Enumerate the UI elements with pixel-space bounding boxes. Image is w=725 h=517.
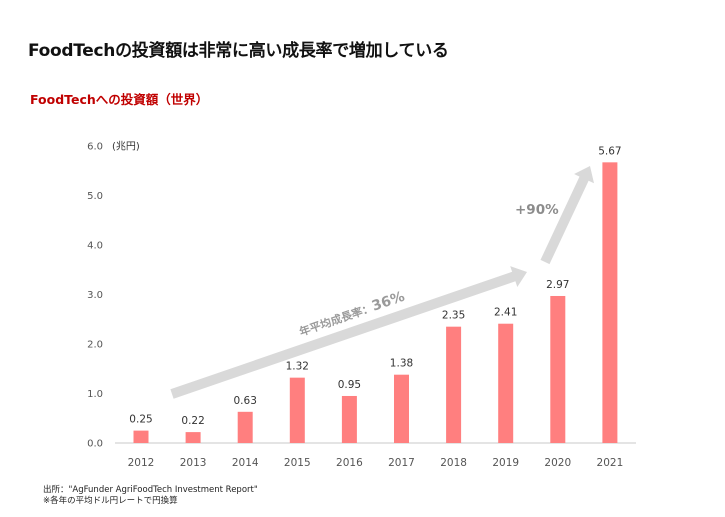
trend-arrows [170,166,594,399]
data-label-2017: 1.38 [390,358,413,370]
y-tick-label: 1.0 [87,389,103,400]
y-tick-label: 6.0 [87,142,103,153]
x-tick-2012: 2012 [128,457,155,469]
data-label-2021: 5.67 [598,145,621,157]
source-note: 出所："AgFunder AgriFoodTech Investment Rep… [43,485,258,495]
data-label-2018: 2.35 [442,310,465,322]
footer: 出所："AgFunder AgriFoodTech Investment Rep… [43,485,258,507]
jump-arrow-icon [540,166,594,265]
x-tick-2014: 2014 [232,457,259,469]
x-tick-2021: 2021 [597,457,624,469]
growth-2021-annotation: +90% [515,202,559,218]
data-label-2020: 2.97 [546,279,569,291]
bar-2015 [289,377,305,443]
x-tick-2017: 2017 [388,457,415,469]
data-label-2019: 2.41 [494,307,517,319]
chart-title: FoodTechへの投資額（世界） [30,92,209,107]
bar-2017 [394,374,409,443]
bar-2019 [498,323,514,443]
currency-note: ※各年の平均ドル円レートで円換算 [43,496,178,506]
x-tick-2013: 2013 [180,457,207,469]
y-tick-label: 2.0 [87,340,103,351]
bar-2021 [602,162,618,443]
data-label-2016: 0.95 [338,379,361,391]
cagr-arrow-icon [170,266,527,399]
data-label-2014: 0.63 [234,395,257,407]
x-tick-2019: 2019 [492,457,519,469]
x-tick-2015: 2015 [284,457,311,469]
y-axis-unit: (兆円) [112,141,140,153]
bar-2012 [133,430,149,443]
page-title: FoodTechの投資額は非常に高い成長率で増加している [28,41,449,61]
y-tick-label: 0.0 [87,439,103,450]
bar-2020 [550,295,566,443]
bar-2018 [446,326,462,443]
bar-2014 [237,411,253,443]
x-tick-2018: 2018 [440,457,467,469]
data-label-2013: 0.22 [181,415,204,427]
y-tick-label: 4.0 [87,241,103,252]
data-label-2015: 1.32 [286,361,309,373]
bar-2013 [185,432,201,443]
x-tick-2020: 2020 [544,457,571,469]
y-tick-label: 5.0 [87,191,103,202]
x-tick-2016: 2016 [336,457,363,469]
y-tick-label: 3.0 [87,290,103,301]
bar-2016 [341,395,357,443]
data-label-2012: 0.25 [129,414,152,426]
